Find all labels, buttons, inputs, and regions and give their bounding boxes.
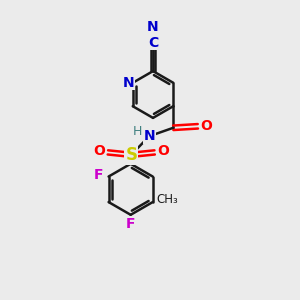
Text: C: C (148, 36, 158, 50)
Text: CH₃: CH₃ (157, 193, 178, 206)
Text: O: O (94, 144, 105, 158)
Text: H: H (133, 125, 142, 138)
Text: S: S (125, 146, 137, 164)
Text: F: F (126, 218, 135, 231)
Text: N: N (147, 20, 159, 34)
Text: N: N (123, 76, 135, 90)
Text: O: O (157, 144, 169, 158)
Text: N: N (143, 129, 155, 143)
Text: F: F (94, 168, 104, 182)
Text: O: O (200, 119, 212, 133)
